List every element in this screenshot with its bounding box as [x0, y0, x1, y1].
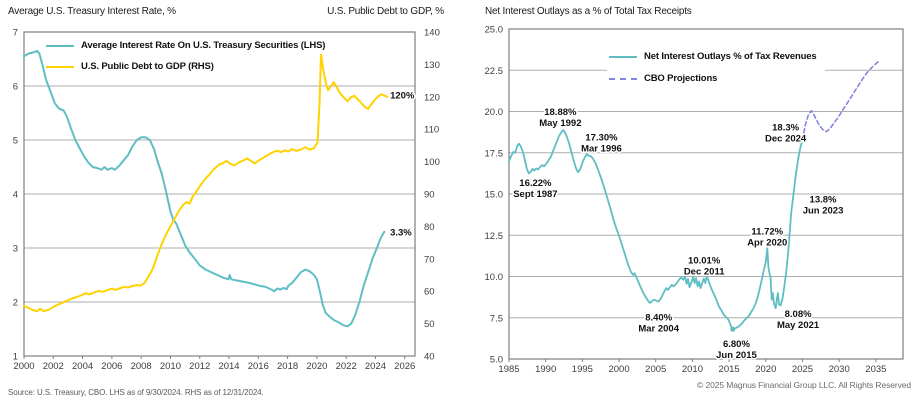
x-axis-label: 1990: [535, 364, 556, 375]
series-line-teal: [508, 129, 804, 331]
y-axis-label: 5.0: [490, 355, 503, 366]
net-interest-outlays-chart: 1985 1990 1995 2000 2005 2010 2015 2020 2025 2030…: [485, 25, 904, 375]
x-axis-label: 2008: [131, 361, 152, 372]
annotation: 13.8% Jun 2023: [803, 194, 844, 216]
y-axis-label: 25.0: [485, 25, 504, 36]
annotation: 120%: [390, 91, 415, 102]
y2-axis-label: 40: [424, 352, 435, 363]
x-axis-label: 1995: [572, 364, 593, 375]
x-axis-label: 2015: [719, 364, 740, 375]
y-axis-label: 7: [13, 28, 18, 39]
left-chart-legend: Average Interest Rate On U.S. Treasury S…: [46, 38, 325, 74]
x-axis-label: 2024: [365, 361, 386, 372]
y-axis-label: 1: [13, 352, 18, 363]
x-axis-label: 2005: [645, 364, 666, 375]
y-axis-label: 17.5: [485, 148, 504, 159]
annotation: 10.01% Dec 2011: [684, 256, 725, 278]
annotation: 3.3%: [390, 227, 412, 238]
x-axis-label: 2035: [865, 364, 886, 375]
y-axis-label: 20.0: [485, 107, 504, 118]
y-axis-label: 6: [13, 82, 18, 93]
annotation: 17.30% Mar 1996: [581, 133, 622, 155]
x-axis-label: 2020: [306, 361, 327, 372]
plot-border: [508, 28, 904, 360]
y2-axis-label: 110: [424, 125, 439, 136]
annotation: 16.22% Sept 1987: [513, 178, 557, 200]
annotation: 18.88% May 1992: [539, 107, 581, 129]
x-axis-label: 2016: [248, 361, 269, 372]
legend-label: Net Interest Outlays % of Tax Revenues: [644, 51, 817, 62]
x-axis-label: 2000: [13, 361, 34, 372]
y-axis-label: 4: [13, 190, 18, 201]
series-line-teal: [23, 49, 386, 328]
left-chart-right-axis-title: U.S. Public Debt to GDP, %: [327, 6, 444, 17]
x-axis-label: 2030: [829, 364, 850, 375]
y2-axis-label: 130: [424, 60, 440, 71]
series-line-yellow: [23, 53, 389, 313]
x-axis-label: 1985: [498, 364, 519, 375]
y-axis-label: 15.0: [485, 190, 504, 201]
x-axis-label: 2004: [72, 361, 93, 372]
point-marker: [730, 326, 736, 332]
legend-item-cbo-projections: CBO Projections: [609, 71, 817, 86]
teal-line-sample-icon: [609, 55, 637, 58]
y-axis-label: 10.0: [485, 272, 504, 283]
series-line-purple: [801, 60, 880, 141]
y2-axis-label: 100: [424, 157, 440, 168]
annotation: 11.72% Apr 2020: [747, 227, 787, 249]
right-chart-title: Net Interest Outlays as a % of Total Tax…: [485, 6, 692, 17]
right-chart-legend: Net Interest Outlays % of Tax Revenues C…: [607, 46, 825, 90]
x-axis-label: 2025: [792, 364, 813, 375]
y-axis-label: 2: [13, 298, 18, 309]
y-axis-label: 7.5: [490, 313, 503, 324]
y-axis-label: 22.5: [485, 66, 504, 77]
annotation: 8.08% May 2021: [777, 309, 820, 331]
y-axis-label: 12.5: [485, 231, 504, 242]
legend-item-debt-gdp: U.S. Public Debt to GDP (RHS): [46, 59, 325, 74]
x-axis-label: 2010: [682, 364, 703, 375]
x-axis-label: 2026: [394, 361, 415, 372]
legend-item-net-interest: Net Interest Outlays % of Tax Revenues: [609, 49, 817, 64]
x-axis-label: 2000: [608, 364, 629, 375]
legend-label: CBO Projections: [644, 73, 718, 84]
legend-item-interest-rate: Average Interest Rate On U.S. Treasury S…: [46, 38, 325, 53]
left-chart-title: Average U.S. Treasury Interest Rate, %: [8, 6, 176, 17]
legend-label: Average Interest Rate On U.S. Treasury S…: [81, 40, 326, 51]
x-axis-label: 2022: [336, 361, 357, 372]
y-axis-label: 3: [13, 244, 18, 255]
x-axis-label: 2020: [755, 364, 776, 375]
y2-axis-label: 140: [424, 28, 440, 39]
annotation: 18.3% Dec 2024: [765, 123, 807, 145]
plot-border: [23, 31, 416, 357]
y2-axis-label: 90: [424, 190, 435, 201]
annotation: 6.80% Jun 2015: [716, 339, 757, 361]
x-axis-label: 2006: [101, 361, 122, 372]
source-note: Source: U.S. Treasury, CBO. LHS as of 9/…: [8, 388, 264, 397]
x-axis-label: 2010: [160, 361, 181, 372]
annotation: 8.40% Mar 2004: [638, 312, 679, 334]
treasury-rate-debt-panel: 2000 2002 2004 2006 2008 2010 2012 2014 2016 2018…: [8, 6, 444, 397]
y2-axis-label: 50: [424, 319, 435, 330]
y2-axis-label: 120: [424, 92, 440, 103]
teal-line-sample-icon: [46, 44, 74, 47]
purple-dashed-line-sample-icon: [609, 77, 637, 80]
copyright-note: © 2025 Magnus Financial Group LLC. All R…: [697, 380, 911, 390]
yellow-line-sample-icon: [46, 65, 74, 68]
legend-label: U.S. Public Debt to GDP (RHS): [81, 61, 214, 72]
net-interest-outlays-panel: 1985 1990 1995 2000 2005 2010 2015 2020 2025 2030…: [457, 0, 914, 405]
x-axis-label: 2014: [218, 361, 239, 372]
y2-axis-label: 70: [424, 254, 435, 265]
x-axis-label: 2002: [43, 361, 64, 372]
x-axis-label: 2012: [189, 361, 210, 372]
y2-axis-label: 80: [424, 222, 435, 233]
treasury-rate-debt-chart: 2000 2002 2004 2006 2008 2010 2012 2014 2016 2018…: [13, 28, 440, 373]
y-axis-label: 5: [13, 136, 18, 147]
y2-axis-label: 60: [424, 287, 435, 298]
x-axis-label: 2018: [277, 361, 298, 372]
